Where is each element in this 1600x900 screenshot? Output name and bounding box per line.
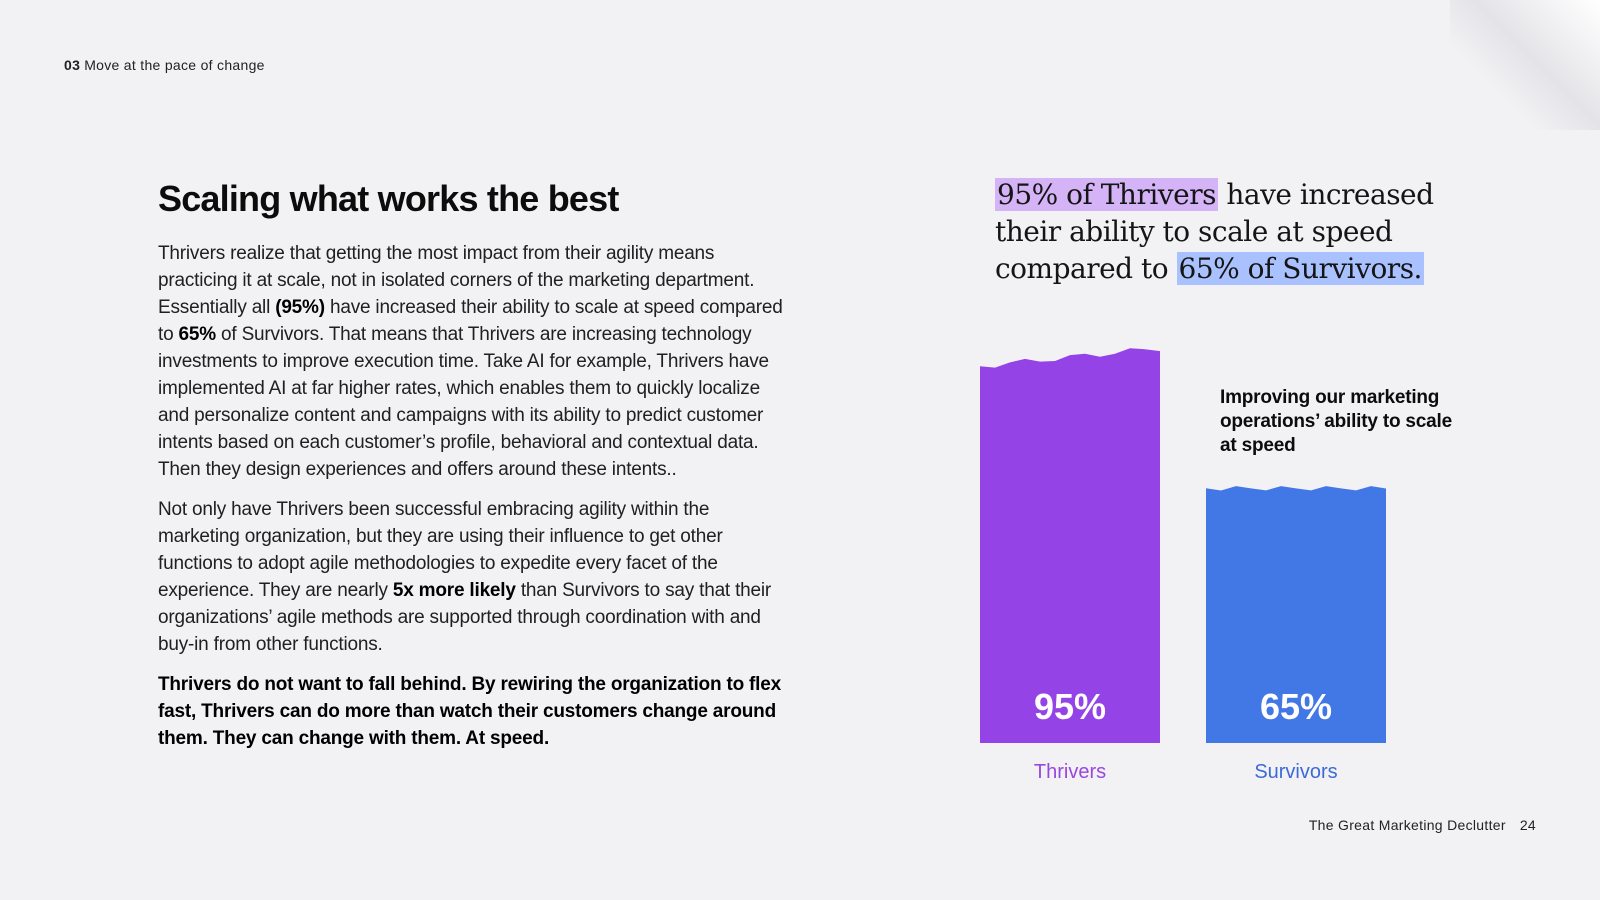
section-title: Move at the pace of change [84, 57, 265, 73]
page-number: 24 [1519, 817, 1536, 833]
paragraph-3: Thrivers do not want to fall behind. By … [158, 674, 781, 749]
body-column: Scaling what works the best Thrivers rea… [158, 178, 788, 765]
page-title: Scaling what works the best [158, 178, 619, 219]
callout-quote: 95% of Thrivers have increased their abi… [995, 176, 1475, 287]
paragraph-2: Not only have Thrivers been successful e… [158, 496, 788, 658]
bar-survivors [1206, 486, 1386, 743]
bar-chart: 95% Thrivers 65% Survivors Improving our ma… [980, 330, 1480, 800]
p2-text-b: than Survivors to say that their organiz… [158, 580, 772, 655]
p2-text-a: Not only have Thrivers been successful e… [158, 499, 723, 601]
value-label-thrivers: 95% [1034, 686, 1106, 727]
section-number: 03 [64, 57, 81, 73]
page-curl-decoration [1450, 0, 1600, 130]
p1-text-b: have increased their ability to scale at… [158, 297, 783, 345]
p2-bold-a: 5x more likely [392, 580, 516, 601]
chart-canvas: 95% Thrivers 65% Survivors [980, 348, 1386, 783]
chart-title: Improving our marketing operations’ abil… [1220, 387, 1452, 456]
p1-bold-a: (95%) [275, 297, 325, 318]
footer-doc-title: The Great Marketing Declutter [1308, 817, 1506, 833]
category-label-thrivers: Thrivers [1034, 761, 1106, 783]
paragraph-1: Thrivers realize that getting the most i… [158, 240, 788, 483]
category-label-survivors: Survivors [1254, 761, 1337, 783]
callout-highlight-thrivers: 95% of Thrivers [995, 178, 1218, 211]
p1-text-c: of Survivors. That means that Thrivers a… [158, 324, 769, 480]
value-label-survivors: 65% [1260, 686, 1332, 727]
p1-bold-b: 65% [178, 324, 217, 345]
callout-text: have increased their ability to scale at… [995, 178, 1434, 285]
p1-text-a: Thrivers realize that getting the most i… [158, 243, 755, 318]
bar-thrivers [980, 348, 1160, 743]
section-label: 03 Move at the pace of change [64, 57, 265, 73]
callout-highlight-survivors: 65% of Survivors. [1176, 252, 1424, 285]
footer: The Great Marketing Declutter 24 [1309, 817, 1536, 833]
